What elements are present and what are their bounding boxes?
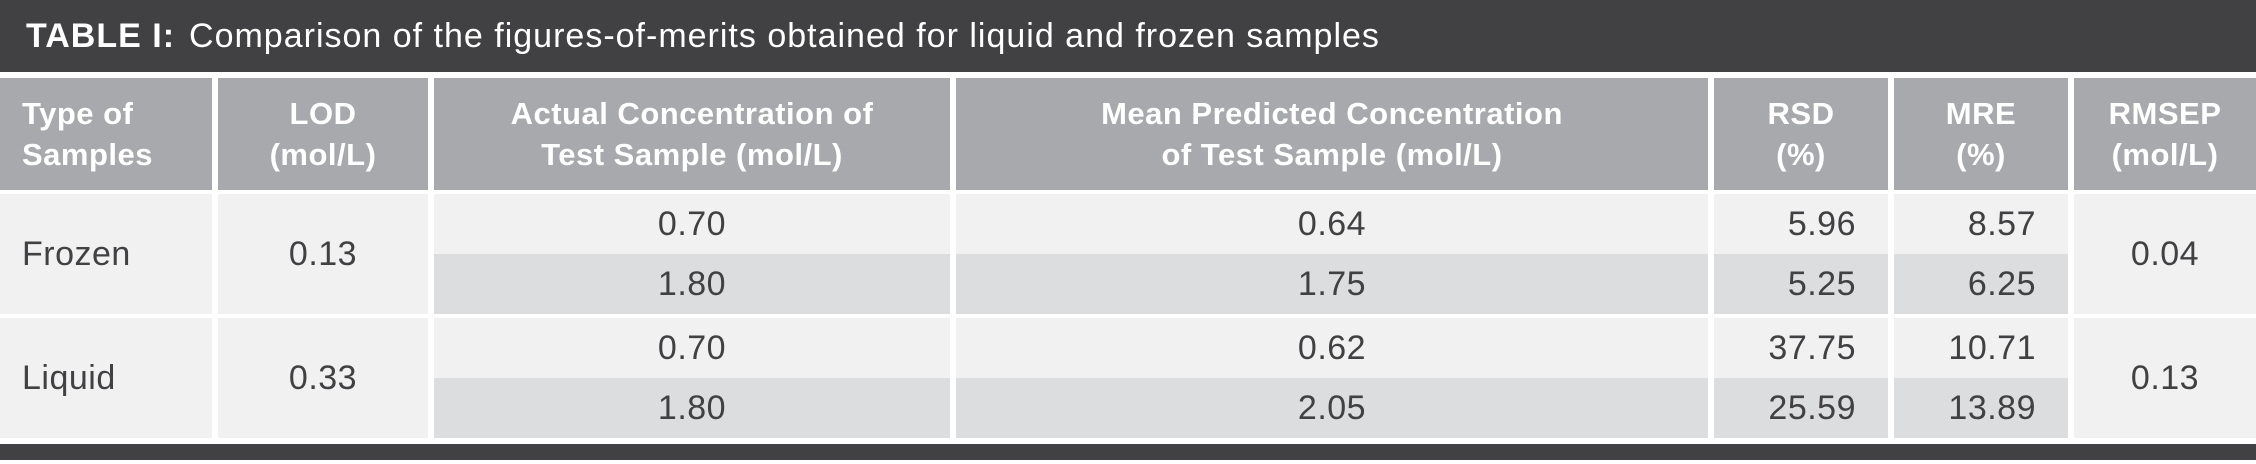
table-caption: Comparison of the figures-of-merits obta… bbox=[189, 16, 1380, 55]
header-line: Mean Predicted Concentration bbox=[1101, 96, 1563, 131]
header-line: (%) bbox=[1956, 137, 2006, 172]
cell-mre: 10.71 bbox=[1894, 318, 2068, 378]
header-line: Type of bbox=[22, 96, 134, 131]
cell-predicted-concentration: 1.75 bbox=[956, 254, 1708, 314]
cell-actual-concentration: 0.70 bbox=[434, 194, 950, 254]
header-line: (mol/L) bbox=[269, 137, 377, 172]
cell-rmsep: 0.04 bbox=[2074, 194, 2256, 314]
cell-rsd: 37.75 bbox=[1714, 318, 1888, 378]
table-title-bar: TABLE I: Comparison of the figures-of-me… bbox=[0, 0, 2256, 72]
header-line: RMSEP bbox=[2108, 96, 2222, 131]
header-line: (mol/L) bbox=[2111, 137, 2219, 172]
table-group-frozen: Frozen 0.13 0.70 0.64 5.96 8.57 0.04 1.8… bbox=[0, 194, 2256, 314]
header-line: RSD bbox=[1767, 96, 1835, 131]
header-line: LOD bbox=[289, 96, 357, 131]
cell-mre: 13.89 bbox=[1894, 378, 2068, 438]
cell-rsd: 5.25 bbox=[1714, 254, 1888, 314]
cell-mre: 8.57 bbox=[1894, 194, 2068, 254]
header-line: Samples bbox=[22, 137, 154, 172]
cell-mre: 6.25 bbox=[1894, 254, 2068, 314]
header-rsd: RSD (%) bbox=[1714, 78, 1888, 190]
header-mre: MRE (%) bbox=[1894, 78, 2068, 190]
header-line: Actual Concentration of bbox=[510, 96, 874, 131]
header-mean-predicted-concentration: Mean Predicted Concentration of Test Sam… bbox=[956, 78, 1708, 190]
cell-sample-type: Frozen bbox=[0, 194, 212, 314]
cell-actual-concentration: 1.80 bbox=[434, 378, 950, 438]
cell-actual-concentration: 0.70 bbox=[434, 318, 950, 378]
header-actual-concentration: Actual Concentration of Test Sample (mol… bbox=[434, 78, 950, 190]
header-line: of Test Sample (mol/L) bbox=[1161, 137, 1503, 172]
table-number-label: TABLE I: bbox=[26, 16, 176, 55]
cell-predicted-concentration: 2.05 bbox=[956, 378, 1708, 438]
cell-rmsep: 0.13 bbox=[2074, 318, 2256, 438]
cell-lod: 0.33 bbox=[218, 318, 428, 438]
header-rmsep: RMSEP (mol/L) bbox=[2074, 78, 2256, 190]
header-lod: LOD (mol/L) bbox=[218, 78, 428, 190]
cell-lod: 0.13 bbox=[218, 194, 428, 314]
header-type-of-samples: Type of Samples bbox=[0, 78, 212, 190]
cell-sample-type: Liquid bbox=[0, 318, 212, 438]
cell-rsd: 5.96 bbox=[1714, 194, 1888, 254]
bottom-border-bar bbox=[0, 444, 2256, 460]
cell-predicted-concentration: 0.64 bbox=[956, 194, 1708, 254]
cell-rsd: 25.59 bbox=[1714, 378, 1888, 438]
header-line: Test Sample (mol/L) bbox=[541, 137, 843, 172]
table-group-liquid: Liquid 0.33 0.70 0.62 37.75 10.71 0.13 1… bbox=[0, 318, 2256, 438]
cell-actual-concentration: 1.80 bbox=[434, 254, 950, 314]
cell-predicted-concentration: 0.62 bbox=[956, 318, 1708, 378]
table-header-row: Type of Samples LOD (mol/L) Actual Conce… bbox=[0, 78, 2256, 190]
header-line: (%) bbox=[1776, 137, 1826, 172]
header-line: MRE bbox=[1945, 96, 2017, 131]
